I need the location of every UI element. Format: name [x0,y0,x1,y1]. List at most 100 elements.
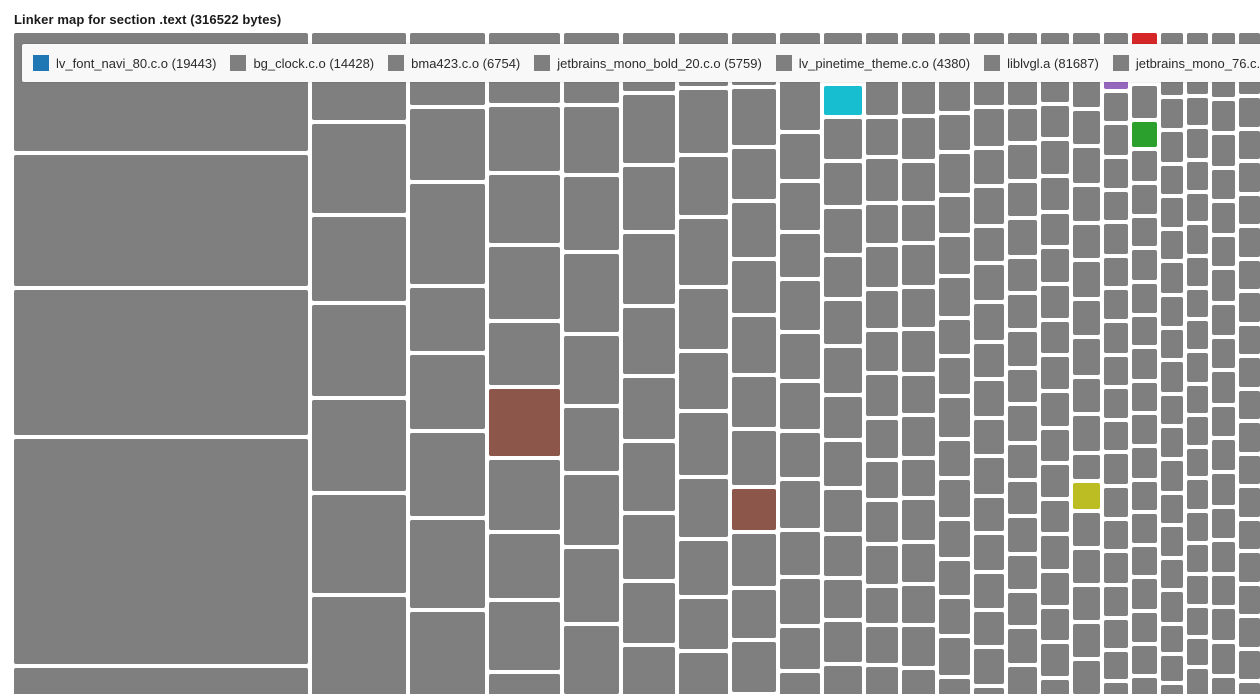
treemap-cell[interactable] [679,219,728,285]
treemap-cell[interactable] [1132,678,1157,694]
treemap-cell[interactable] [780,433,820,477]
treemap-cell[interactable] [1161,99,1183,128]
treemap-cell[interactable] [1041,644,1069,676]
treemap-cell[interactable] [1187,290,1208,317]
treemap-cell[interactable] [1104,422,1128,450]
treemap-cell[interactable] [1161,297,1183,326]
treemap-cell[interactable] [824,257,862,297]
legend-item-jetbrains_mono_bold_20.c.o[interactable]: jetbrains_mono_bold_20.c.o (5759) [534,55,762,71]
treemap-cell[interactable] [679,157,728,215]
treemap-cell[interactable] [1161,396,1183,424]
treemap-cell[interactable] [1104,389,1128,418]
treemap-cell[interactable] [1008,518,1037,552]
treemap-cell[interactable] [1073,225,1100,258]
treemap-cell[interactable] [1104,258,1128,286]
treemap-cell[interactable] [974,498,1004,531]
treemap-cell[interactable] [410,355,485,429]
legend-item-lv_font_navi_80.c.o[interactable]: lv_font_navi_80.c.o (19443) [33,55,216,71]
treemap-cell[interactable] [1008,370,1037,402]
treemap-cell[interactable] [732,431,776,485]
treemap-cell[interactable] [1212,678,1235,694]
treemap-cell[interactable] [866,667,898,694]
treemap-cell[interactable] [1041,286,1069,318]
treemap-cell[interactable] [1132,579,1157,609]
treemap-cell[interactable] [1073,416,1100,451]
treemap-cell[interactable] [780,481,820,528]
treemap-cell[interactable] [902,205,935,241]
treemap-cell[interactable] [1073,661,1100,694]
treemap-cell[interactable] [824,580,862,618]
treemap-cell[interactable] [1212,576,1235,605]
treemap-cell[interactable] [732,317,776,373]
treemap-cell[interactable] [732,590,776,638]
treemap-cell[interactable] [1161,263,1183,293]
treemap-cell[interactable] [1041,430,1069,461]
treemap-cell[interactable] [974,304,1004,340]
treemap-cell[interactable] [780,383,820,429]
treemap-cell[interactable] [902,417,935,456]
treemap-cell[interactable] [564,549,619,622]
treemap-cell[interactable] [1008,183,1037,216]
treemap-cell[interactable] [824,209,862,253]
treemap-cell[interactable] [1073,513,1100,546]
treemap-cell[interactable] [679,479,728,537]
treemap-cell[interactable] [1104,357,1128,385]
treemap-cell[interactable] [1187,449,1208,476]
treemap-cell[interactable] [824,348,862,393]
treemap-cell[interactable] [1239,391,1260,419]
treemap-cell[interactable] [1041,573,1069,605]
legend-item-bma423.c.o[interactable]: bma423.c.o (6754) [388,55,520,71]
treemap-cell[interactable] [1132,250,1157,280]
treemap-cell[interactable] [623,95,675,163]
treemap-cell[interactable] [1161,231,1183,259]
treemap-cell[interactable] [564,107,619,173]
treemap-cell[interactable] [14,290,308,435]
treemap-cell[interactable] [780,234,820,277]
treemap-cell[interactable] [1041,141,1069,174]
treemap-cell[interactable] [1187,480,1208,509]
legend-item-liblvgl.a[interactable]: liblvgl.a (81687) [984,55,1099,71]
treemap-cell[interactable] [1132,349,1157,379]
treemap-cell[interactable] [824,163,862,205]
treemap-cell[interactable] [1041,178,1069,210]
treemap-cell[interactable] [1161,495,1183,523]
treemap-cell[interactable] [410,288,485,351]
treemap-cell[interactable] [1073,624,1100,657]
treemap-cell[interactable] [1041,465,1069,497]
treemap-cell[interactable] [1212,339,1235,368]
treemap-cell[interactable] [939,320,970,354]
treemap-cell[interactable] [974,344,1004,377]
treemap-cell[interactable] [902,586,935,623]
treemap-cell[interactable] [1187,417,1208,445]
treemap-cell[interactable] [564,475,619,545]
treemap-cell[interactable] [974,150,1004,184]
treemap-cell[interactable] [1104,290,1128,319]
treemap-cell[interactable] [1212,474,1235,505]
treemap-cell[interactable] [780,134,820,179]
treemap-cell[interactable] [1073,187,1100,221]
treemap-cell[interactable] [1239,456,1260,484]
treemap-cell[interactable] [312,217,406,301]
treemap-cell[interactable] [489,107,560,171]
treemap-cell[interactable] [939,480,970,517]
treemap-cell[interactable] [623,378,675,439]
treemap-cell[interactable] [1104,323,1128,353]
treemap-cell[interactable] [623,308,675,374]
treemap-cell[interactable] [312,124,406,213]
treemap-cell[interactable] [866,627,898,663]
treemap-cell[interactable] [1187,353,1208,382]
treemap-cell[interactable] [14,668,308,694]
treemap-cell[interactable] [489,323,560,385]
treemap-cell[interactable] [1104,553,1128,583]
treemap-cell[interactable] [1041,322,1069,353]
treemap-cell[interactable] [939,599,970,634]
treemap-cell[interactable] [1161,166,1183,194]
treemap-cell[interactable] [1187,98,1208,125]
treemap-cell[interactable] [1132,547,1157,575]
treemap-cell[interactable] [1132,448,1157,478]
treemap-cell[interactable] [489,674,560,694]
treemap-cell[interactable] [1073,148,1100,183]
treemap-cell[interactable] [866,291,898,328]
treemap-cell[interactable] [1041,249,1069,282]
treemap-cell[interactable] [679,353,728,409]
